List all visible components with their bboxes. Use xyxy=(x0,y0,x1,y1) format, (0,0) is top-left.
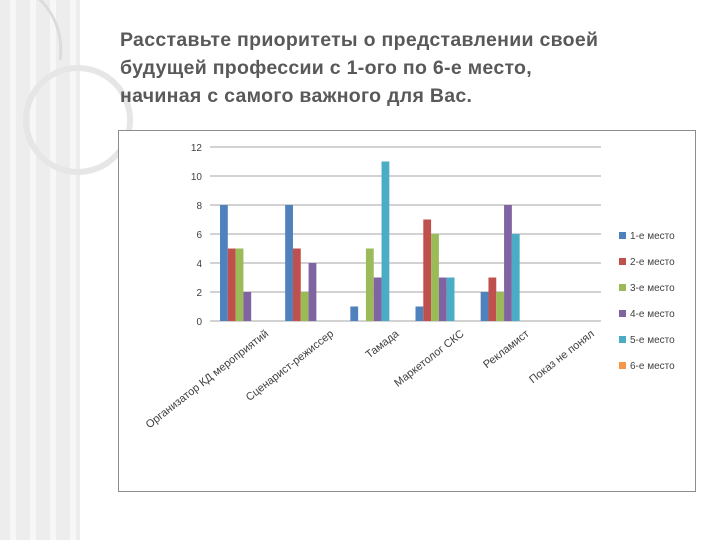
deco-ring xyxy=(23,65,133,175)
bar xyxy=(365,248,374,321)
legend-label: 5-е место xyxy=(630,335,675,346)
bar xyxy=(496,292,505,321)
legend-swatch xyxy=(619,258,626,265)
chart-frame: 0 2 4 6 8 10 12 Организатор КД мероприятий Сцена… xyxy=(118,130,696,492)
legend-swatch xyxy=(619,232,626,239)
x-category-label: Тамада xyxy=(364,327,402,361)
legend-label: 6-е место xyxy=(630,361,675,372)
bar xyxy=(381,161,390,321)
y-tick-label: 0 xyxy=(196,317,202,328)
slide-sidebar xyxy=(0,0,80,540)
y-tick-label: 10 xyxy=(191,172,203,183)
legend-swatch xyxy=(619,362,626,369)
x-category-label: Организатор КД мероприятий xyxy=(144,328,271,431)
legend-swatch xyxy=(619,336,626,343)
y-tick-label: 12 xyxy=(191,143,203,154)
sidebar-stripe xyxy=(50,0,56,540)
bar xyxy=(480,292,489,321)
bar xyxy=(235,248,244,321)
bar xyxy=(504,205,512,321)
title-line: начиная с самого важного для Вас. xyxy=(120,85,473,107)
y-tick-label: 2 xyxy=(196,288,202,299)
deco-arc xyxy=(38,0,63,61)
bar xyxy=(488,277,497,321)
legend-label: 2-е место xyxy=(630,257,675,268)
bar xyxy=(511,234,520,321)
y-tick-label: 6 xyxy=(196,230,202,241)
x-category-label: Маркетолог СКС xyxy=(392,328,466,390)
bar xyxy=(446,277,455,321)
slide-title: Расставьте приоритеты о представлении св… xyxy=(120,26,710,110)
bar xyxy=(227,248,236,321)
legend-label: 3-е место xyxy=(630,283,675,294)
x-category-label: Рекламист xyxy=(481,328,531,371)
bar xyxy=(431,234,439,321)
bar xyxy=(308,263,317,321)
bar xyxy=(285,205,293,321)
legend-label: 1-е место xyxy=(630,231,675,242)
bar xyxy=(220,205,228,321)
title-line: будущей профессии с 1-ого по 6-е место, xyxy=(120,57,532,79)
title-line: Расставьте приоритеты о представлении св… xyxy=(120,29,599,51)
legend-swatch xyxy=(619,310,626,317)
y-tick-label: 8 xyxy=(196,201,202,212)
bar xyxy=(415,306,424,321)
bar xyxy=(423,219,432,321)
sidebar-stripe xyxy=(30,0,36,540)
bar xyxy=(373,277,382,321)
x-category-label: Показ не понял xyxy=(527,328,597,386)
legend-swatch xyxy=(619,284,626,291)
bar xyxy=(350,306,359,321)
y-tick-label: 4 xyxy=(196,259,202,270)
bar xyxy=(243,292,252,321)
bar xyxy=(438,277,447,321)
decorative-circles xyxy=(23,0,133,175)
sidebar-stripe xyxy=(70,0,76,540)
legend-label: 4-е место xyxy=(630,309,675,320)
sidebar-stripe xyxy=(10,0,16,540)
bar xyxy=(300,292,309,321)
bar xyxy=(292,248,301,321)
